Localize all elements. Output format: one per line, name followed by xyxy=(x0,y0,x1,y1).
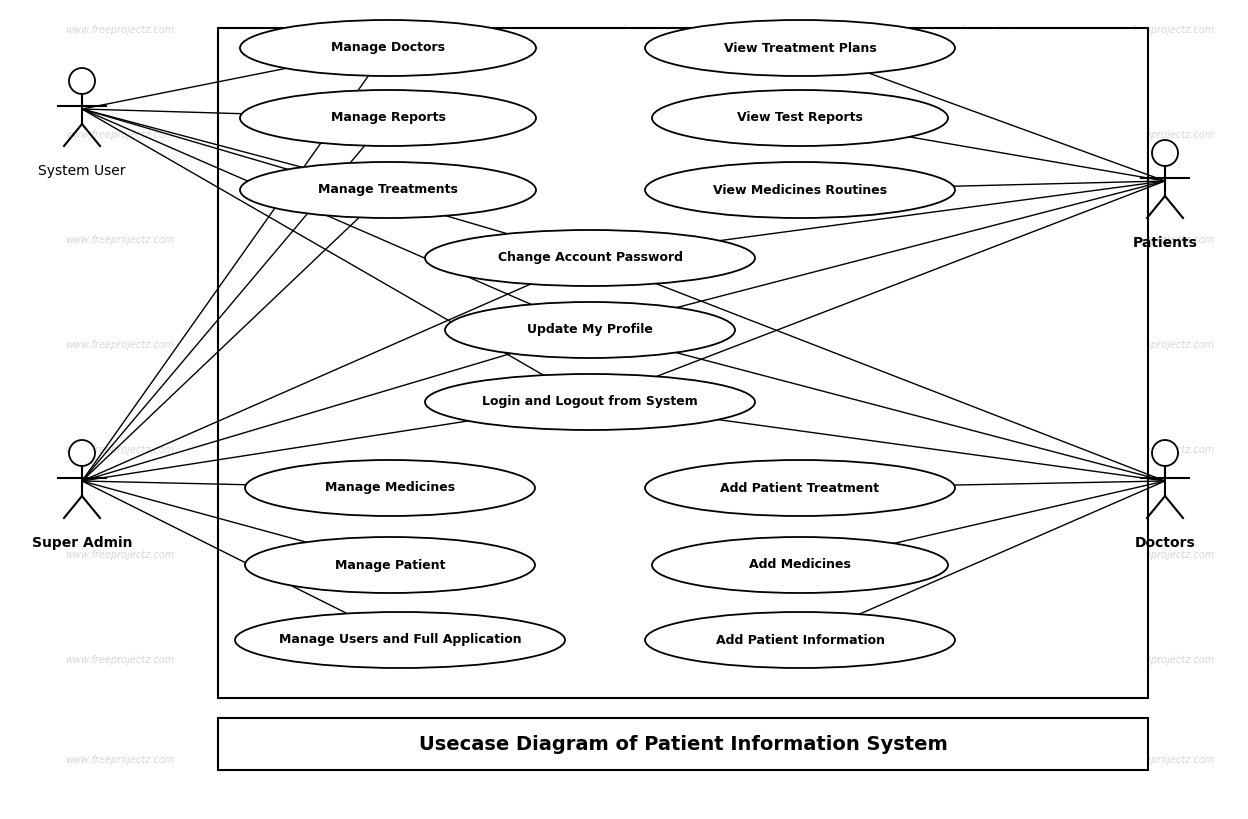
Text: Change Account Password: Change Account Password xyxy=(498,251,683,265)
Text: www.freeprojectz.com: www.freeprojectz.com xyxy=(65,340,175,350)
Text: www.freeprojectz.com: www.freeprojectz.com xyxy=(765,655,875,665)
Text: www.freeprojectz.com: www.freeprojectz.com xyxy=(65,235,175,245)
Text: www.freeprojectz.com: www.freeprojectz.com xyxy=(595,130,705,140)
Text: www.freeprojectz.com: www.freeprojectz.com xyxy=(1106,550,1214,560)
Text: www.freeprojectz.com: www.freeprojectz.com xyxy=(1106,655,1214,665)
Text: www.freeprojectz.com: www.freeprojectz.com xyxy=(426,550,534,560)
Text: Manage Doctors: Manage Doctors xyxy=(331,42,446,55)
Text: Patients: Patients xyxy=(1133,236,1197,250)
Text: www.freeprojectz.com: www.freeprojectz.com xyxy=(595,655,705,665)
Circle shape xyxy=(1152,140,1178,166)
Text: www.freeprojectz.com: www.freeprojectz.com xyxy=(65,445,175,455)
Ellipse shape xyxy=(426,230,755,286)
Text: www.freeprojectz.com: www.freeprojectz.com xyxy=(1106,25,1214,35)
Text: Manage Medicines: Manage Medicines xyxy=(324,482,456,495)
Text: www.freeprojectz.com: www.freeprojectz.com xyxy=(65,130,175,140)
Text: View Treatment Plans: View Treatment Plans xyxy=(724,42,876,55)
Text: Update My Profile: Update My Profile xyxy=(527,324,653,337)
Text: View Test Reports: View Test Reports xyxy=(738,111,862,124)
Text: www.freeprojectz.com: www.freeprojectz.com xyxy=(765,550,875,560)
Circle shape xyxy=(69,440,95,466)
Text: www.freeprojectz.com: www.freeprojectz.com xyxy=(426,235,534,245)
Text: www.freeprojectz.com: www.freeprojectz.com xyxy=(426,655,534,665)
Text: View Medicines Routines: View Medicines Routines xyxy=(713,183,887,197)
Text: www.freeprojectz.com: www.freeprojectz.com xyxy=(765,340,875,350)
Text: www.freeprojectz.com: www.freeprojectz.com xyxy=(1106,755,1214,765)
Text: Login and Logout from System: Login and Logout from System xyxy=(482,396,698,409)
Text: Super Admin: Super Admin xyxy=(31,536,132,550)
Circle shape xyxy=(1152,440,1178,466)
Text: www.freeprojectz.com: www.freeprojectz.com xyxy=(426,755,534,765)
Text: www.freeprojectz.com: www.freeprojectz.com xyxy=(246,130,354,140)
Text: www.freeprojectz.com: www.freeprojectz.com xyxy=(246,25,354,35)
Bar xyxy=(218,28,1148,698)
Text: www.freeprojectz.com: www.freeprojectz.com xyxy=(935,340,1045,350)
Text: System User: System User xyxy=(39,164,126,178)
Text: Manage Users and Full Application: Manage Users and Full Application xyxy=(278,634,522,646)
Ellipse shape xyxy=(651,90,948,146)
Ellipse shape xyxy=(645,460,955,516)
Ellipse shape xyxy=(240,20,535,76)
Text: www.freeprojectz.com: www.freeprojectz.com xyxy=(595,550,705,560)
Circle shape xyxy=(69,68,95,94)
Text: www.freeprojectz.com: www.freeprojectz.com xyxy=(1106,340,1214,350)
Ellipse shape xyxy=(645,612,955,668)
Text: Doctors: Doctors xyxy=(1134,536,1196,550)
Ellipse shape xyxy=(645,20,955,76)
Text: Add Patient Treatment: Add Patient Treatment xyxy=(720,482,880,495)
Text: www.freeprojectz.com: www.freeprojectz.com xyxy=(935,655,1045,665)
Text: www.freeprojectz.com: www.freeprojectz.com xyxy=(1106,445,1214,455)
Text: www.freeprojectz.com: www.freeprojectz.com xyxy=(246,655,354,665)
Text: www.freeprojectz.com: www.freeprojectz.com xyxy=(935,130,1045,140)
Ellipse shape xyxy=(240,162,535,218)
Text: www.freeprojectz.com: www.freeprojectz.com xyxy=(595,340,705,350)
Ellipse shape xyxy=(235,612,565,668)
Text: www.freeprojectz.com: www.freeprojectz.com xyxy=(426,130,534,140)
Text: www.freeprojectz.com: www.freeprojectz.com xyxy=(765,445,875,455)
Text: www.freeprojectz.com: www.freeprojectz.com xyxy=(935,25,1045,35)
Text: www.freeprojectz.com: www.freeprojectz.com xyxy=(426,445,534,455)
Ellipse shape xyxy=(645,162,955,218)
Ellipse shape xyxy=(446,302,735,358)
Ellipse shape xyxy=(240,90,535,146)
Ellipse shape xyxy=(245,460,535,516)
Text: www.freeprojectz.com: www.freeprojectz.com xyxy=(65,550,175,560)
Text: www.freeprojectz.com: www.freeprojectz.com xyxy=(935,445,1045,455)
Text: www.freeprojectz.com: www.freeprojectz.com xyxy=(246,340,354,350)
Text: www.freeprojectz.com: www.freeprojectz.com xyxy=(1106,235,1214,245)
Text: www.freeprojectz.com: www.freeprojectz.com xyxy=(765,755,875,765)
Text: www.freeprojectz.com: www.freeprojectz.com xyxy=(595,445,705,455)
Text: Add Patient Information: Add Patient Information xyxy=(715,634,885,646)
Text: www.freeprojectz.com: www.freeprojectz.com xyxy=(246,235,354,245)
Text: www.freeprojectz.com: www.freeprojectz.com xyxy=(765,25,875,35)
Ellipse shape xyxy=(651,537,948,593)
Text: www.freeprojectz.com: www.freeprojectz.com xyxy=(765,235,875,245)
Text: www.freeprojectz.com: www.freeprojectz.com xyxy=(246,755,354,765)
Text: www.freeprojectz.com: www.freeprojectz.com xyxy=(595,755,705,765)
Ellipse shape xyxy=(426,374,755,430)
Text: www.freeprojectz.com: www.freeprojectz.com xyxy=(935,550,1045,560)
Bar xyxy=(218,718,1148,770)
Text: www.freeprojectz.com: www.freeprojectz.com xyxy=(935,755,1045,765)
Text: www.freeprojectz.com: www.freeprojectz.com xyxy=(1106,130,1214,140)
Text: www.freeprojectz.com: www.freeprojectz.com xyxy=(65,655,175,665)
Text: www.freeprojectz.com: www.freeprojectz.com xyxy=(765,130,875,140)
Text: www.freeprojectz.com: www.freeprojectz.com xyxy=(65,755,175,765)
Text: www.freeprojectz.com: www.freeprojectz.com xyxy=(595,25,705,35)
Text: www.freeprojectz.com: www.freeprojectz.com xyxy=(595,235,705,245)
Text: Usecase Diagram of Patient Information System: Usecase Diagram of Patient Information S… xyxy=(418,735,947,753)
Text: www.freeprojectz.com: www.freeprojectz.com xyxy=(426,340,534,350)
Ellipse shape xyxy=(245,537,535,593)
Text: www.freeprojectz.com: www.freeprojectz.com xyxy=(935,235,1045,245)
Text: www.freeprojectz.com: www.freeprojectz.com xyxy=(426,25,534,35)
Text: www.freeprojectz.com: www.freeprojectz.com xyxy=(65,25,175,35)
Text: Manage Reports: Manage Reports xyxy=(331,111,446,124)
Text: Manage Treatments: Manage Treatments xyxy=(318,183,458,197)
Text: www.freeprojectz.com: www.freeprojectz.com xyxy=(246,445,354,455)
Text: Add Medicines: Add Medicines xyxy=(749,559,851,572)
Text: Manage Patient: Manage Patient xyxy=(334,559,446,572)
Text: www.freeprojectz.com: www.freeprojectz.com xyxy=(246,550,354,560)
